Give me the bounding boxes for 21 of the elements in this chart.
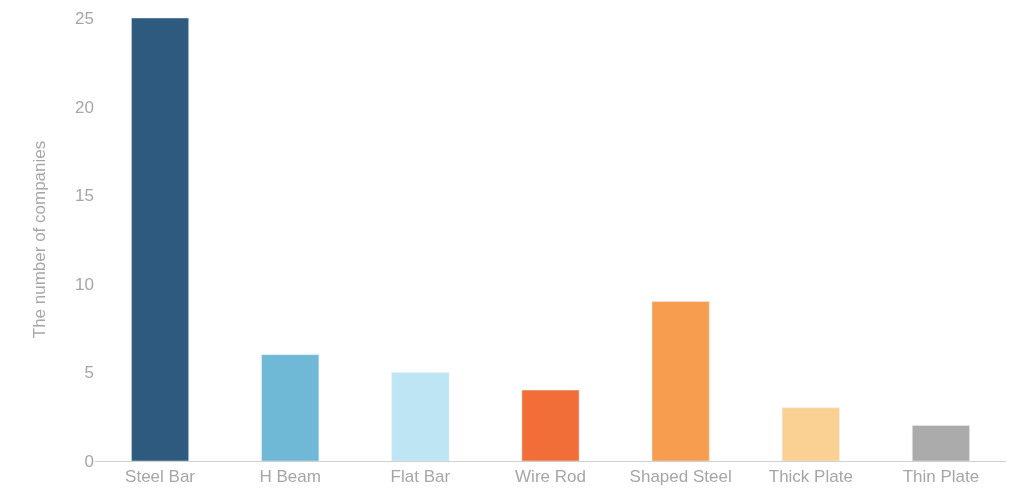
x-tick-label: Flat Bar [390,467,451,487]
x-tick-label: Wire Rod [515,467,586,487]
y-tick-label: 20 [75,97,94,117]
y-tick-label: 15 [75,186,94,206]
bar [912,425,970,461]
x-tick-label: Steel Bar [125,467,196,487]
x-tick-label: Thin Plate [902,467,980,487]
y-tick-label: 0 [84,451,94,471]
x-tick-label: H Beam [259,467,321,487]
y-tick-label: 5 [84,363,94,383]
y-axis-title: The number of companies [29,140,49,339]
x-tick-label: Thick Plate [768,467,853,487]
bar [261,354,320,461]
y-tick-label: 10 [75,274,94,294]
bar [651,301,710,461]
bar [391,372,450,461]
bar [781,407,840,461]
x-tick-label: Shaped Steel [629,467,732,487]
y-tick-label: 25 [75,8,94,28]
bar [521,389,580,461]
bar [131,18,189,461]
